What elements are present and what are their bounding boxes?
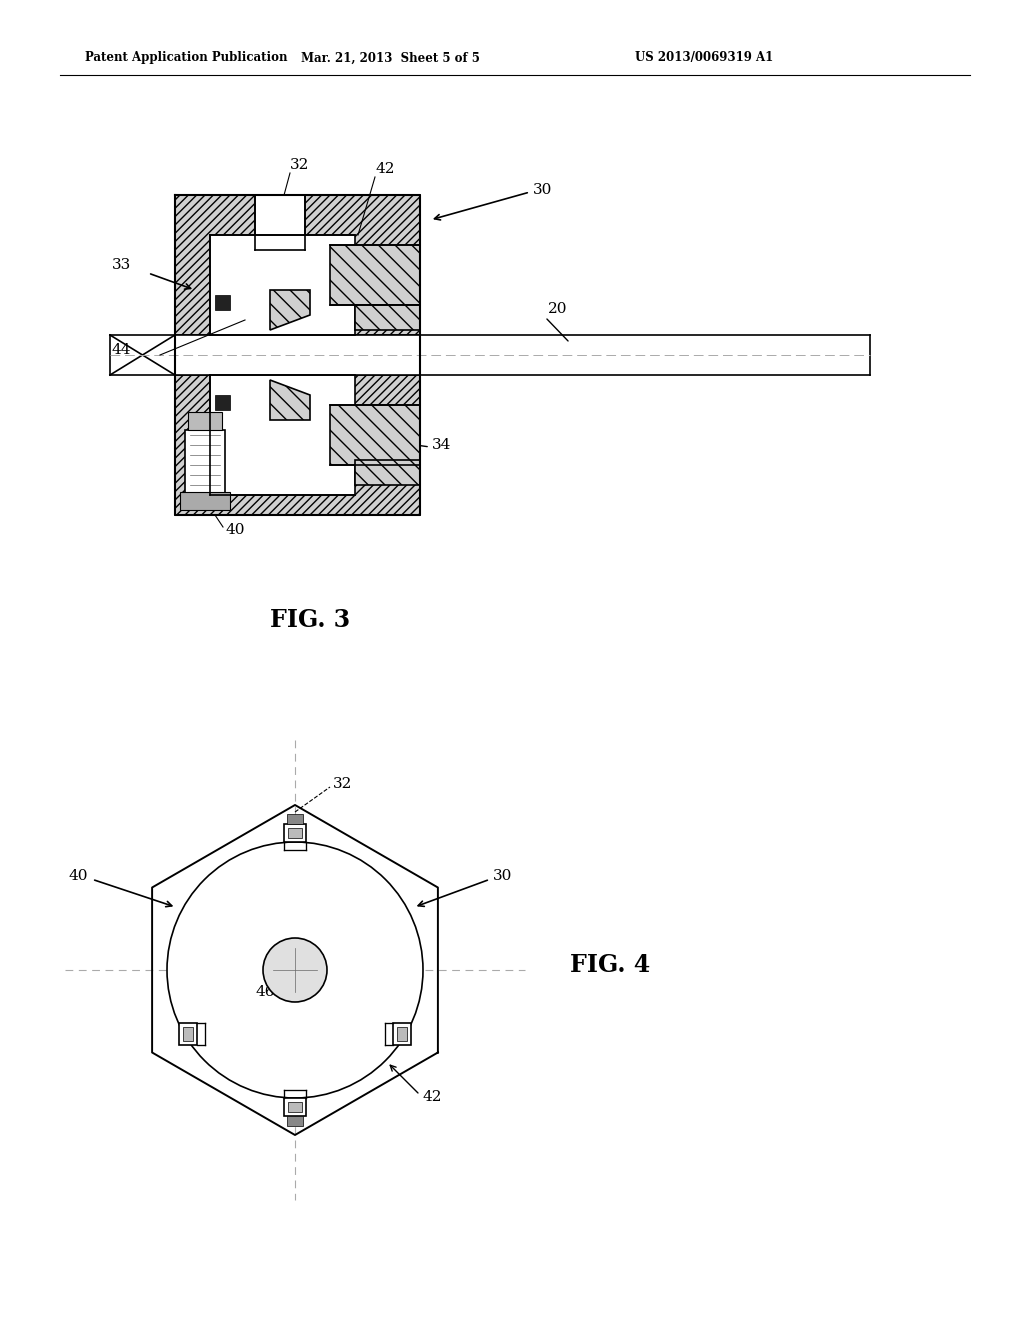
Text: 20: 20 bbox=[548, 302, 567, 315]
Bar bbox=[185, 430, 225, 510]
Text: US 2013/0069319 A1: US 2013/0069319 A1 bbox=[635, 51, 773, 65]
Text: 42: 42 bbox=[423, 1090, 442, 1104]
Bar bbox=[110, 335, 870, 375]
Bar bbox=[255, 195, 305, 249]
Bar bbox=[183, 1027, 194, 1041]
Text: 33: 33 bbox=[112, 257, 131, 272]
Text: 32: 32 bbox=[290, 158, 309, 172]
Bar bbox=[288, 828, 302, 838]
Bar bbox=[284, 824, 306, 842]
Text: Patent Application Publication: Patent Application Publication bbox=[85, 51, 288, 65]
Text: 40: 40 bbox=[69, 869, 88, 883]
Bar bbox=[397, 1027, 407, 1041]
Bar bbox=[175, 195, 420, 335]
Text: 32: 32 bbox=[333, 777, 352, 791]
Text: FIG. 3: FIG. 3 bbox=[270, 609, 350, 632]
Bar bbox=[179, 1023, 198, 1045]
Text: 30: 30 bbox=[493, 869, 512, 883]
Bar bbox=[330, 405, 420, 465]
Bar bbox=[210, 375, 355, 495]
Text: 42: 42 bbox=[375, 162, 394, 176]
Bar bbox=[288, 1102, 302, 1111]
Bar bbox=[180, 492, 230, 510]
Bar bbox=[330, 246, 420, 305]
Bar bbox=[188, 412, 222, 430]
Bar bbox=[284, 1098, 306, 1115]
Bar bbox=[355, 305, 420, 330]
Bar bbox=[175, 375, 420, 515]
Text: Mar. 21, 2013  Sheet 5 of 5: Mar. 21, 2013 Sheet 5 of 5 bbox=[301, 51, 479, 65]
Bar bbox=[393, 1023, 411, 1045]
Bar bbox=[287, 814, 303, 824]
Bar bbox=[210, 235, 355, 335]
Bar bbox=[287, 1115, 303, 1126]
Text: 30: 30 bbox=[534, 183, 552, 197]
Circle shape bbox=[263, 939, 327, 1002]
Polygon shape bbox=[270, 290, 310, 330]
Bar bbox=[355, 459, 420, 484]
Text: FIG. 4: FIG. 4 bbox=[570, 953, 650, 977]
Circle shape bbox=[167, 842, 423, 1098]
Text: 34: 34 bbox=[432, 438, 452, 451]
Bar bbox=[215, 395, 230, 411]
Text: 40: 40 bbox=[225, 523, 245, 537]
Bar bbox=[215, 294, 230, 310]
Text: 44: 44 bbox=[112, 343, 131, 356]
Text: 46: 46 bbox=[256, 985, 275, 999]
Polygon shape bbox=[270, 380, 310, 420]
